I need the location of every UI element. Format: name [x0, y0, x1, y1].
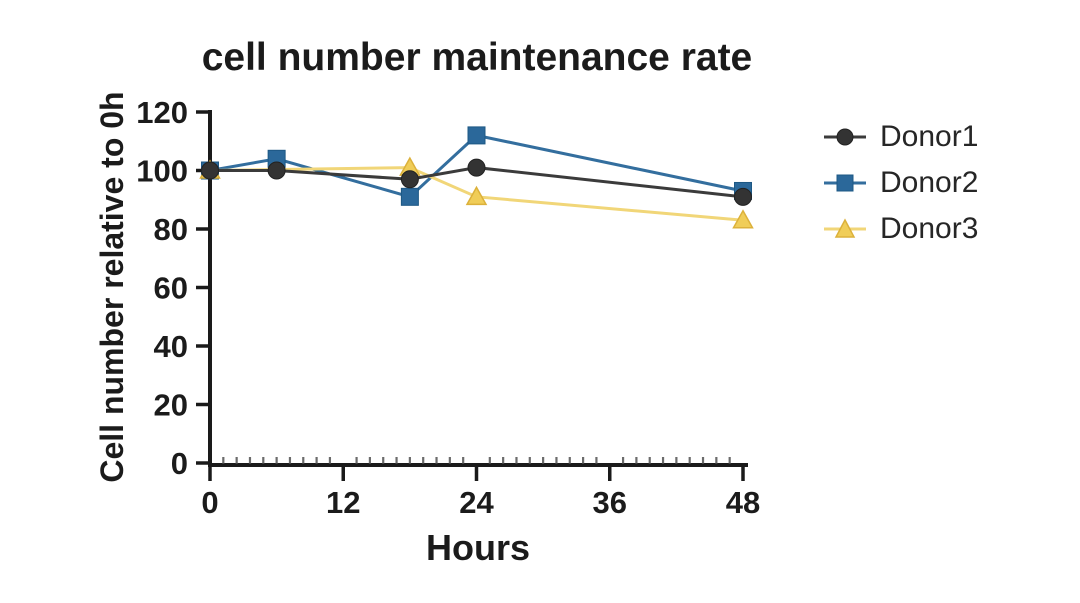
legend-item-donor3: Donor3 [822, 214, 978, 244]
y-tick-label: 100 [136, 154, 188, 189]
y-tick-label: 80 [154, 212, 188, 247]
donor3-legend-glyph [834, 218, 856, 238]
chart-title: cell number maintenance rate [201, 36, 753, 79]
data-point-donor3-48h [732, 209, 754, 229]
legend-label-donor3: Donor3 [880, 212, 979, 245]
x-tick-label: 12 [326, 485, 360, 520]
legend-item-donor2: Donor2 [822, 168, 978, 198]
y-tick-label: 20 [154, 388, 188, 423]
x-tick-label: 48 [726, 485, 760, 520]
x-tick-label: 24 [459, 485, 494, 520]
series-line-donor3 [209, 166, 744, 222]
x-tick-label: 36 [593, 485, 627, 520]
data-point-donor2-18h [400, 187, 419, 206]
data-point-donor1-24h [467, 158, 486, 177]
donor3-triangle-marker-icon [824, 218, 866, 238]
donor1-circle-marker-icon [824, 128, 866, 146]
data-point-donor1-0h [201, 161, 219, 180]
donor2-square-marker-icon [824, 174, 866, 192]
legend-label-donor2: Donor2 [880, 166, 979, 199]
y-tick-label: 40 [154, 329, 188, 364]
data-point-donor1-6h [267, 161, 286, 180]
donor1-legend-glyph [836, 128, 854, 146]
data-point-donor2-24h [467, 126, 486, 145]
legend-item-donor1: Donor1 [822, 122, 978, 152]
y-axis-label: Cell number relative to 0h [94, 91, 130, 483]
x-tick-label: 0 [201, 485, 218, 520]
data-point-donor3-24h [465, 185, 488, 206]
x-axis-label: Hours [425, 527, 530, 568]
y-tick-label: 120 [136, 95, 188, 130]
data-point-donor1-48h [734, 187, 752, 206]
donor2-legend-glyph [836, 174, 854, 192]
legend: Donor1 Donor2 Donor3 [822, 122, 978, 244]
y-tick-label: 0 [171, 446, 188, 481]
data-point-donor1-18h [400, 170, 419, 189]
legend-label-donor1: Donor1 [880, 120, 979, 153]
y-tick-label: 60 [154, 271, 188, 306]
